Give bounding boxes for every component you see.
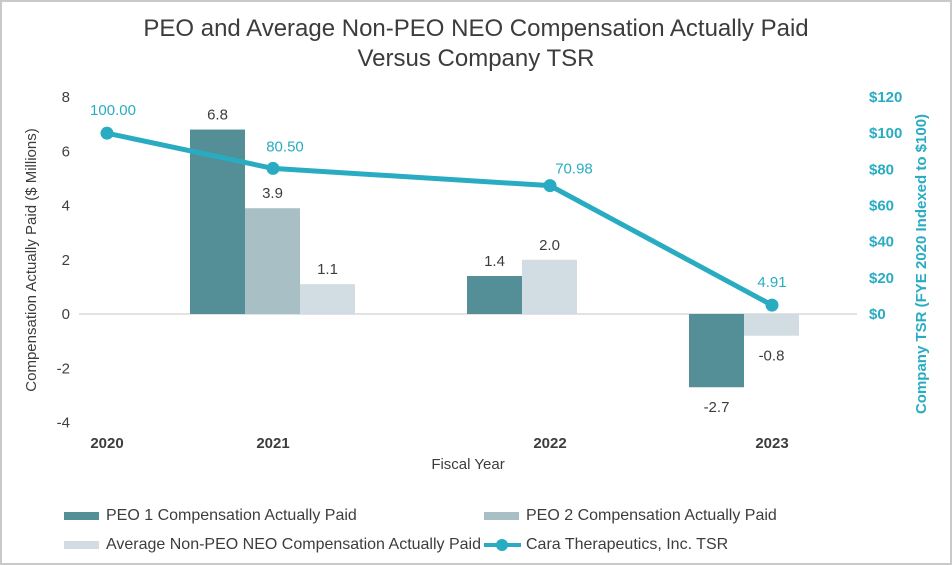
x-tick-label: 2021 <box>256 435 289 452</box>
legend-item-peo1: PEO 1 Compensation Actually Paid <box>64 507 484 525</box>
legend-line-marker-icon <box>484 538 521 552</box>
tsr-label: 4.91 <box>757 274 786 291</box>
y-left-tick-label: 8 <box>62 89 70 106</box>
tsr-point <box>765 298 779 312</box>
y-right-axis-title: Company TSR (FYE 2020 Indexed to $100) <box>913 114 930 414</box>
legend-swatch-avg-neo <box>64 541 99 549</box>
tsr-line <box>106 130 774 308</box>
chart-title-line1: PEO and Average Non-PEO NEO Compensation… <box>143 15 809 42</box>
legend-item-tsr: Cara Therapeutics, Inc. TSR <box>484 536 777 554</box>
y-left-tick-label: -2 <box>57 360 70 377</box>
y-left-tick-label: 4 <box>62 198 70 215</box>
x-tick-label: 2023 <box>755 435 788 452</box>
legend-label-avg-neo: Average Non-PEO NEO Compensation Actuall… <box>106 536 482 553</box>
tsr-point <box>543 179 557 193</box>
bar-label: -0.8 <box>759 348 785 365</box>
bar-series1-2022 <box>467 276 522 314</box>
tsr-label: 80.50 <box>266 138 304 155</box>
y-right-tick-label: $80 <box>869 161 894 178</box>
legend: PEO 1 Compensation Actually Paid PEO 2 C… <box>64 507 777 554</box>
legend-label-peo2: PEO 2 Compensation Actually Paid <box>526 507 777 524</box>
legend-label-tsr: Cara Therapeutics, Inc. TSR <box>526 536 729 553</box>
y-right-tick-label: $120 <box>869 89 902 106</box>
tsr-point <box>100 126 114 140</box>
y-left-tick-label: 2 <box>62 252 70 269</box>
legend-label-peo1: PEO 1 Compensation Actually Paid <box>106 507 357 524</box>
legend-item-peo2: PEO 2 Compensation Actually Paid <box>484 507 777 525</box>
bar-series3-2022 <box>522 259 577 314</box>
y-right-tick-label: $0 <box>869 306 886 323</box>
bar-series2-2021 <box>245 208 300 314</box>
x-axis-title: Fiscal Year <box>431 456 504 473</box>
legend-swatch-peo2 <box>484 512 519 520</box>
y-left-axis-title: Compensation Actually Paid ($ Millions) <box>23 128 40 391</box>
bar-label: 1.1 <box>317 261 338 278</box>
y-right-tick-label: $40 <box>869 234 894 251</box>
y-right-tick-label: $60 <box>869 198 894 215</box>
bar-label: -2.7 <box>704 399 730 416</box>
bar-label: 1.4 <box>484 253 505 270</box>
chart-title-line2: Versus Company TSR <box>357 45 595 72</box>
tsr-label: 100.00 <box>90 102 136 119</box>
y-right-tick-label: $20 <box>869 270 894 287</box>
bar-label: 6.8 <box>207 107 228 124</box>
tsr-label: 70.98 <box>555 161 593 178</box>
x-tick-label: 2020 <box>90 435 123 452</box>
bar-label: 3.9 <box>262 185 283 202</box>
y-right-tick-label: $100 <box>869 125 902 142</box>
chart-title: PEO and Average Non-PEO NEO Compensation… <box>2 14 950 74</box>
bar-series1-2023 <box>689 314 744 388</box>
y-left-tick-label: 0 <box>62 306 70 323</box>
legend-item-avg-neo: Average Non-PEO NEO Compensation Actuall… <box>64 536 484 554</box>
bar-series3-2021 <box>300 284 355 314</box>
x-tick-label: 2022 <box>533 435 566 452</box>
y-left-tick-label: 6 <box>62 143 70 160</box>
bar-label: 2.0 <box>539 237 560 254</box>
bar-series3-2023 <box>744 314 799 336</box>
legend-swatch-peo1 <box>64 512 99 520</box>
tsr-point <box>266 161 280 175</box>
y-left-tick-label: -4 <box>57 415 70 432</box>
